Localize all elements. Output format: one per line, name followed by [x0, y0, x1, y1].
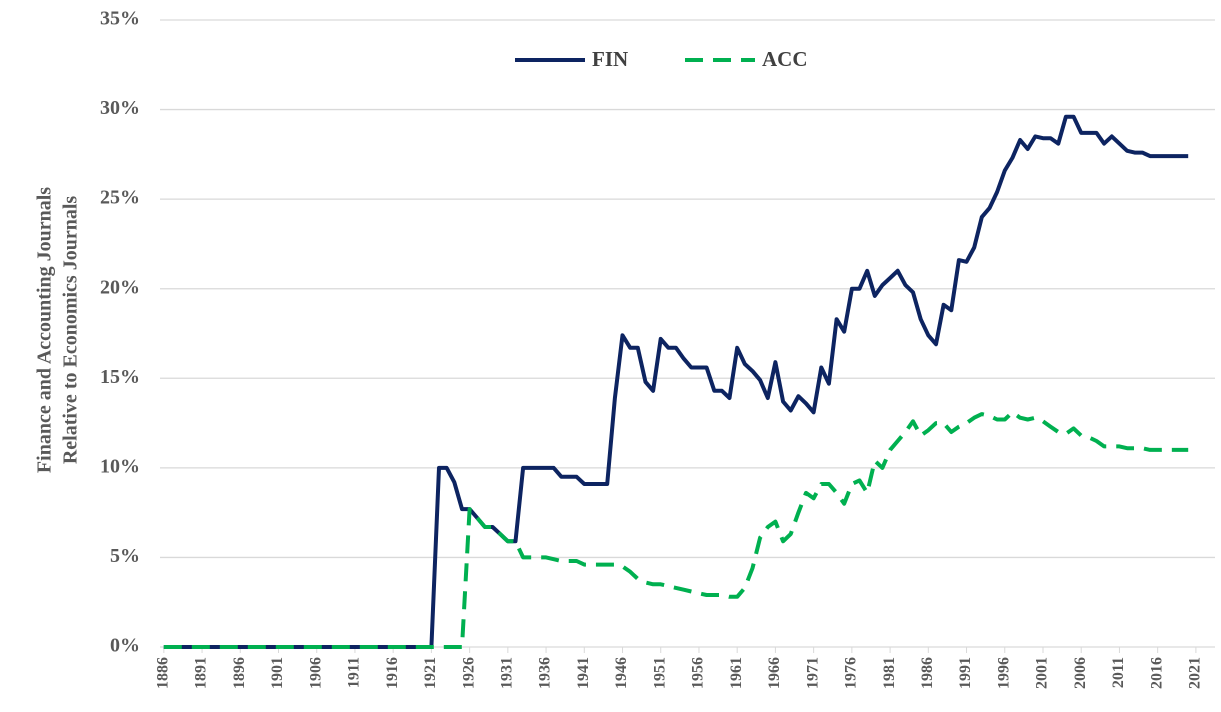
x-tick-label: 1926	[460, 657, 477, 689]
y-tick-label: 10%	[100, 455, 140, 477]
x-tick-label: 2011	[1110, 657, 1127, 688]
series-line	[163, 410, 1189, 649]
y-tick-label: 25%	[100, 187, 140, 209]
x-tick-label: 1896	[231, 657, 248, 689]
x-tick-label: 2006	[1072, 657, 1089, 689]
x-tick-label: 1931	[499, 657, 516, 689]
x-tick-label: 1986	[919, 657, 936, 689]
x-tick-label: 1976	[843, 657, 860, 689]
y-tick-label: 30%	[100, 97, 140, 119]
x-tick-label: 1946	[613, 657, 630, 689]
y-tick-label: 35%	[100, 8, 140, 30]
x-tick-label: 2001	[1034, 657, 1051, 689]
y-tick-label: 15%	[100, 366, 140, 388]
x-tick-label: 1956	[690, 657, 707, 689]
x-tick-label: 1966	[766, 657, 783, 689]
x-tick-label: 2021	[1187, 657, 1204, 689]
x-tick-label: 1936	[537, 657, 554, 689]
x-tick-label: 1991	[957, 657, 974, 689]
x-tick-label: 1941	[575, 657, 592, 689]
legend-label: ACC	[762, 47, 808, 71]
legend-label: FIN	[592, 47, 628, 71]
x-tick-label: 1951	[651, 657, 668, 689]
x-tick-label: 1996	[995, 657, 1012, 689]
x-tick-label: 1901	[269, 657, 286, 689]
x-tick-label: 1911	[346, 657, 363, 688]
x-tick-label: 1906	[307, 657, 324, 689]
x-tick-label: 1921	[422, 657, 439, 689]
y-tick-label: 20%	[100, 276, 140, 298]
x-tick-label: 1891	[193, 657, 210, 689]
x-tick-label: 1886	[154, 657, 171, 689]
y-tick-label: 0%	[110, 635, 140, 657]
y-axis-label: Finance and Accounting Journals	[34, 187, 56, 473]
y-tick-label: 5%	[110, 545, 140, 567]
x-tick-label: 1971	[804, 657, 821, 689]
y-axis-label: Relative to Economics Journals	[60, 196, 82, 465]
x-tick-label: 1961	[728, 657, 745, 689]
x-tick-label: 1981	[881, 657, 898, 689]
x-tick-label: 1916	[384, 657, 401, 689]
series-line	[163, 114, 1189, 649]
x-tick-label: 2016	[1148, 657, 1165, 689]
